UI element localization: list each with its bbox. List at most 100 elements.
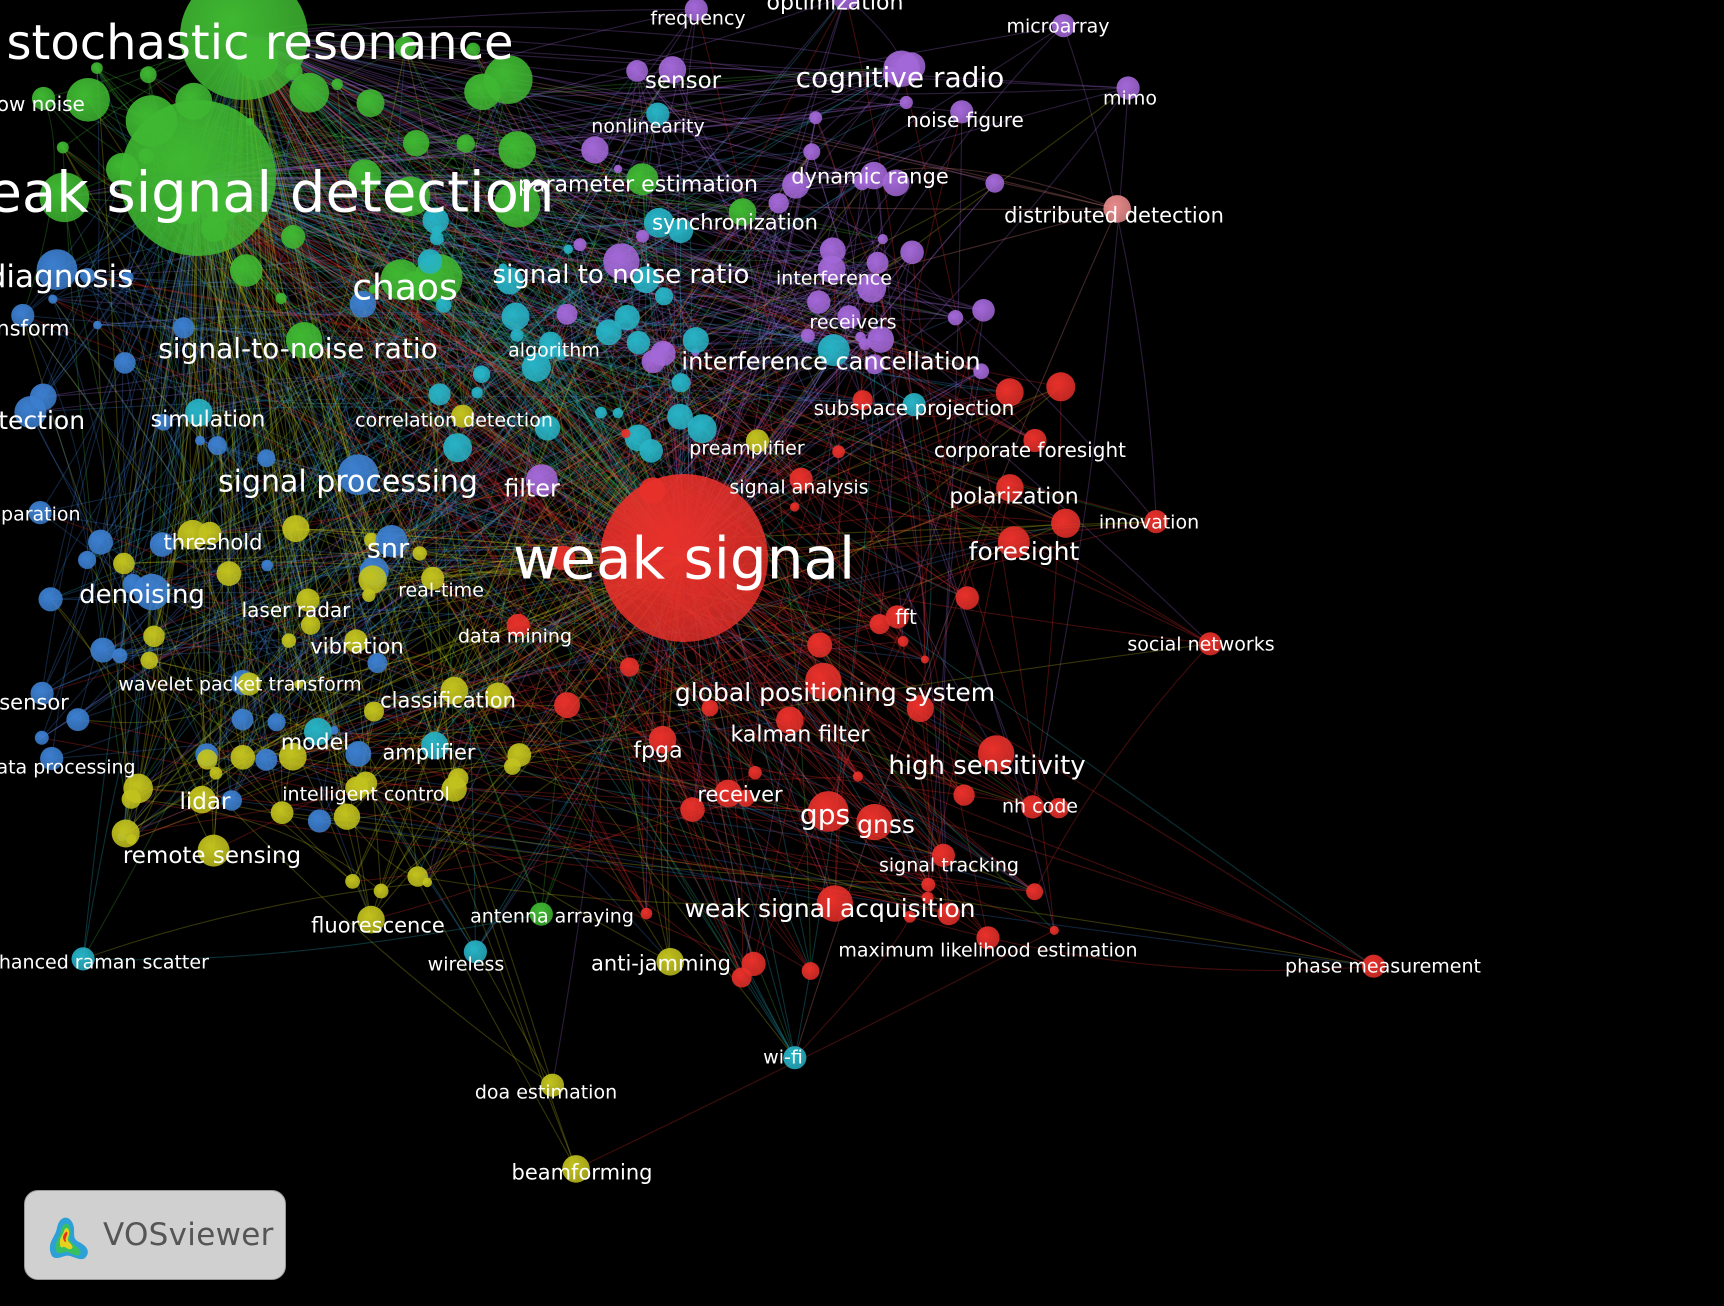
term-label-mimo[interactable]: mimo xyxy=(1103,88,1157,110)
term-label-foresight[interactable]: foresight xyxy=(969,537,1080,566)
term-label-cognitive-radio[interactable]: cognitive radio xyxy=(796,61,1005,94)
term-label-social-networks[interactable]: social networks xyxy=(1127,634,1274,656)
term-node-lidar[interactable] xyxy=(188,785,216,814)
term-label-interference[interactable]: interference xyxy=(776,268,892,290)
term-label-weak-signal-detection[interactable]: weak signal detection xyxy=(0,161,554,226)
term-node-wi-fi[interactable] xyxy=(783,1046,807,1070)
term-label-laser-radar[interactable]: laser radar xyxy=(242,598,352,622)
term-node-high-sensitivity[interactable] xyxy=(978,735,1015,772)
term-node-denoising[interactable] xyxy=(133,573,171,611)
term-node-enhanced-raman-scatter[interactable] xyxy=(71,947,95,971)
term-label-remote-sensing[interactable]: remote sensing xyxy=(123,843,301,869)
term-node-stochastic-resonance[interactable] xyxy=(180,0,308,100)
term-label-intelligent-control[interactable]: intelligent control xyxy=(282,784,449,806)
term-node-interference[interactable] xyxy=(817,255,846,284)
term-node-signal-to-noise-ratio[interactable] xyxy=(603,243,640,280)
term-label-wi-fi[interactable]: wi-fi xyxy=(763,1047,803,1069)
term-node-corporate-foresight[interactable] xyxy=(1023,428,1047,453)
term-label-gnss[interactable]: gnss xyxy=(857,810,915,839)
term-node-fpga[interactable] xyxy=(648,725,677,754)
term-node-real-time[interactable] xyxy=(421,566,445,591)
term-label-wavelet-packet-transform[interactable]: wavelet packet transform xyxy=(118,674,361,696)
term-node-gnss[interactable] xyxy=(856,803,893,841)
term-label-frequency[interactable]: frequency xyxy=(650,8,745,30)
term-node-signal-tracking[interactable] xyxy=(931,843,956,868)
term-node-model[interactable] xyxy=(304,717,332,746)
term-label-global-positioning-system[interactable]: global positioning system xyxy=(675,678,995,707)
term-node-signal-to-noise-ratio[interactable] xyxy=(285,322,323,359)
term-node-frequency[interactable] xyxy=(684,0,708,21)
term-label-simulation[interactable]: simulation xyxy=(151,408,266,433)
term-label-innovation[interactable]: innovation xyxy=(1099,512,1199,534)
term-node-sensor[interactable] xyxy=(658,56,687,84)
term-label-fft[interactable]: fft xyxy=(895,605,917,629)
term-label-signal-tracking[interactable]: signal tracking xyxy=(879,855,1019,877)
term-label-receiver[interactable]: receiver xyxy=(697,782,783,806)
term-node-chaos[interactable] xyxy=(380,259,422,301)
term-node-gps[interactable] xyxy=(807,791,849,832)
term-node-beamforming[interactable] xyxy=(562,1155,590,1183)
term-label-high-sensitivity[interactable]: high sensitivity xyxy=(888,751,1085,781)
term-label-sensor[interactable]: sensor xyxy=(645,68,722,94)
term-node-receivers[interactable] xyxy=(837,305,861,329)
term-label-microarray[interactable]: microarray xyxy=(1006,16,1109,38)
term-node-amplifier[interactable] xyxy=(421,731,449,760)
term-label-fluorescence[interactable]: fluorescence xyxy=(311,913,445,937)
term-label-lidar[interactable]: lidar xyxy=(180,789,231,815)
term-node-laser-radar[interactable] xyxy=(296,588,320,612)
term-node-sensor[interactable] xyxy=(30,681,54,706)
term-label-kalman-filter[interactable]: kalman filter xyxy=(731,723,871,748)
term-node-intelligent-control[interactable] xyxy=(345,776,369,800)
term-node-distributed-detection[interactable] xyxy=(1103,195,1131,223)
term-node-correlation-detection[interactable] xyxy=(451,404,475,428)
term-label-correlation-detection[interactable]: correlation detection xyxy=(355,410,553,432)
term-label-fpga[interactable]: fpga xyxy=(633,739,682,764)
term-label-data-processing[interactable]: data processing xyxy=(0,757,136,779)
term-node-dynamic-range[interactable] xyxy=(860,161,888,190)
term-label-antenna-arraying[interactable]: antenna arraying xyxy=(470,906,634,928)
term-node-fft[interactable] xyxy=(885,605,909,629)
term-node-nonlinearity[interactable] xyxy=(646,102,670,126)
term-label-corporate-foresight[interactable]: corporate foresight xyxy=(934,438,1126,462)
term-label-diagnosis[interactable]: diagnosis xyxy=(0,259,133,295)
term-label-detection[interactable]: detection xyxy=(0,406,85,435)
term-label-weak-signal[interactable]: weak signal xyxy=(513,524,855,592)
term-node-receiver[interactable] xyxy=(714,779,742,808)
term-node-innovation[interactable] xyxy=(1144,509,1168,534)
term-node-social-networks[interactable] xyxy=(1198,632,1222,656)
term-node-polarization[interactable] xyxy=(996,474,1024,502)
term-node-preamplifier[interactable] xyxy=(745,429,770,453)
term-label-stochastic-resonance[interactable]: stochastic resonance xyxy=(7,15,514,71)
term-label-wireless[interactable]: wireless xyxy=(428,954,505,976)
term-node-fluorescence[interactable] xyxy=(357,905,385,934)
term-node-snr[interactable] xyxy=(375,525,408,557)
term-label-phase-measurement[interactable]: phase measurement xyxy=(1285,956,1481,978)
term-node-synchronization[interactable] xyxy=(728,198,757,226)
term-node-optimization[interactable] xyxy=(832,0,860,10)
term-label-receivers[interactable]: receivers xyxy=(809,312,896,334)
term-node-threshold[interactable] xyxy=(198,521,222,546)
term-label-doa-estimation[interactable]: doa estimation xyxy=(475,1082,617,1104)
term-label-algorithm[interactable]: algorithm xyxy=(508,340,600,362)
term-node-wavelet-packet-transform[interactable] xyxy=(237,672,261,696)
term-node-microarray[interactable] xyxy=(1051,14,1076,38)
term-label-nonlinearity[interactable]: nonlinearity xyxy=(591,116,704,138)
term-label-subspace-projection[interactable]: subspace projection xyxy=(814,396,1015,420)
term-label-dynamic-range[interactable]: dynamic range xyxy=(791,164,949,188)
term-node-classification[interactable] xyxy=(440,676,469,705)
term-label-sensor[interactable]: sensor xyxy=(0,690,69,714)
term-label-nh-code[interactable]: nh code xyxy=(1002,796,1078,818)
term-node-subspace-projection[interactable] xyxy=(902,393,926,417)
term-label-threshold[interactable]: threshold xyxy=(164,530,263,554)
term-label-interference-cancellation[interactable]: interference cancellation xyxy=(681,347,980,375)
term-node-algorithm[interactable] xyxy=(539,331,563,355)
term-node-mimo[interactable] xyxy=(1116,76,1140,100)
term-label-preamplifier[interactable]: preamplifier xyxy=(689,438,805,460)
term-label-gps[interactable]: gps xyxy=(800,798,850,831)
term-node-cognitive-radio[interactable] xyxy=(883,50,920,87)
term-node-foresight[interactable] xyxy=(997,526,1030,559)
term-node-doa-estimation[interactable] xyxy=(540,1073,565,1097)
term-label-low-noise[interactable]: low noise xyxy=(0,92,85,116)
term-node-data-processing[interactable] xyxy=(40,746,64,771)
term-node-vibration[interactable] xyxy=(344,629,368,653)
